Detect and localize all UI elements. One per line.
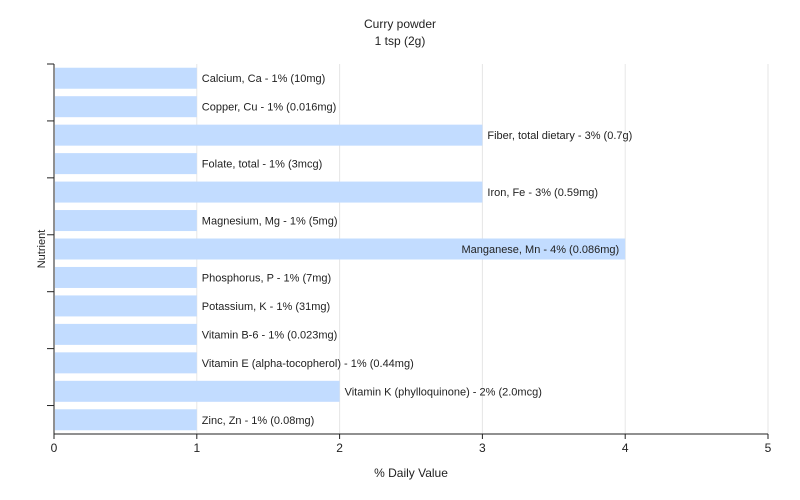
bar-label: Zinc, Zn - 1% (0.08mg) — [202, 415, 314, 427]
x-tick-label: 4 — [622, 441, 629, 455]
chart-subtitle: 1 tsp (2g) — [375, 34, 426, 48]
x-tick-label: 0 — [51, 441, 58, 455]
bar — [55, 96, 197, 118]
bar-label: Iron, Fe - 3% (0.59mg) — [487, 187, 598, 199]
bars — [55, 67, 626, 431]
bar — [55, 266, 197, 288]
y-axis-title: Nutrient — [36, 230, 48, 269]
bar-label: Potassium, K - 1% (31mg) — [202, 301, 330, 313]
x-tick-label: 2 — [336, 441, 343, 455]
bar-label: Phosphorus, P - 1% (7mg) — [202, 272, 331, 284]
x-axis-title: % Daily Value — [374, 466, 448, 480]
bar-label: Fiber, total dietary - 3% (0.7g) — [487, 130, 632, 142]
bar-label: Vitamin B-6 - 1% (0.023mg) — [202, 329, 338, 341]
x-tick-label: 5 — [765, 441, 772, 455]
chart-title: Curry powder — [364, 17, 436, 31]
bar — [55, 409, 197, 431]
bar-label: Copper, Cu - 1% (0.016mg) — [202, 102, 337, 114]
axes: 0 1 2 3 4 5 — [47, 63, 772, 455]
bar-labels: Calcium, Ca - 1% (10mg) Copper, Cu - 1% (… — [202, 73, 633, 427]
bar — [55, 295, 197, 317]
bar-label: Vitamin K (phylloquinone) - 2% (2.0mcg) — [345, 386, 542, 398]
bar-label: Calcium, Ca - 1% (10mg) — [202, 73, 325, 85]
bar — [55, 181, 483, 203]
bar — [55, 153, 197, 175]
x-tick-label: 1 — [193, 441, 200, 455]
bar — [55, 238, 626, 260]
bar — [55, 380, 340, 402]
bar — [55, 67, 197, 89]
bar-label: Manganese, Mn - 4% (0.086mg) — [461, 244, 619, 256]
bar — [55, 323, 197, 345]
bar-label: Vitamin E (alpha-tocopherol) - 1% (0.44m… — [202, 358, 414, 370]
bar-label: Magnesium, Mg - 1% (5mg) — [202, 216, 338, 228]
x-tick-label: 3 — [479, 441, 486, 455]
bar — [55, 124, 483, 146]
bar-label: Folate, total - 1% (3mcg) — [202, 159, 322, 171]
bar — [55, 210, 197, 232]
bar — [55, 352, 197, 374]
